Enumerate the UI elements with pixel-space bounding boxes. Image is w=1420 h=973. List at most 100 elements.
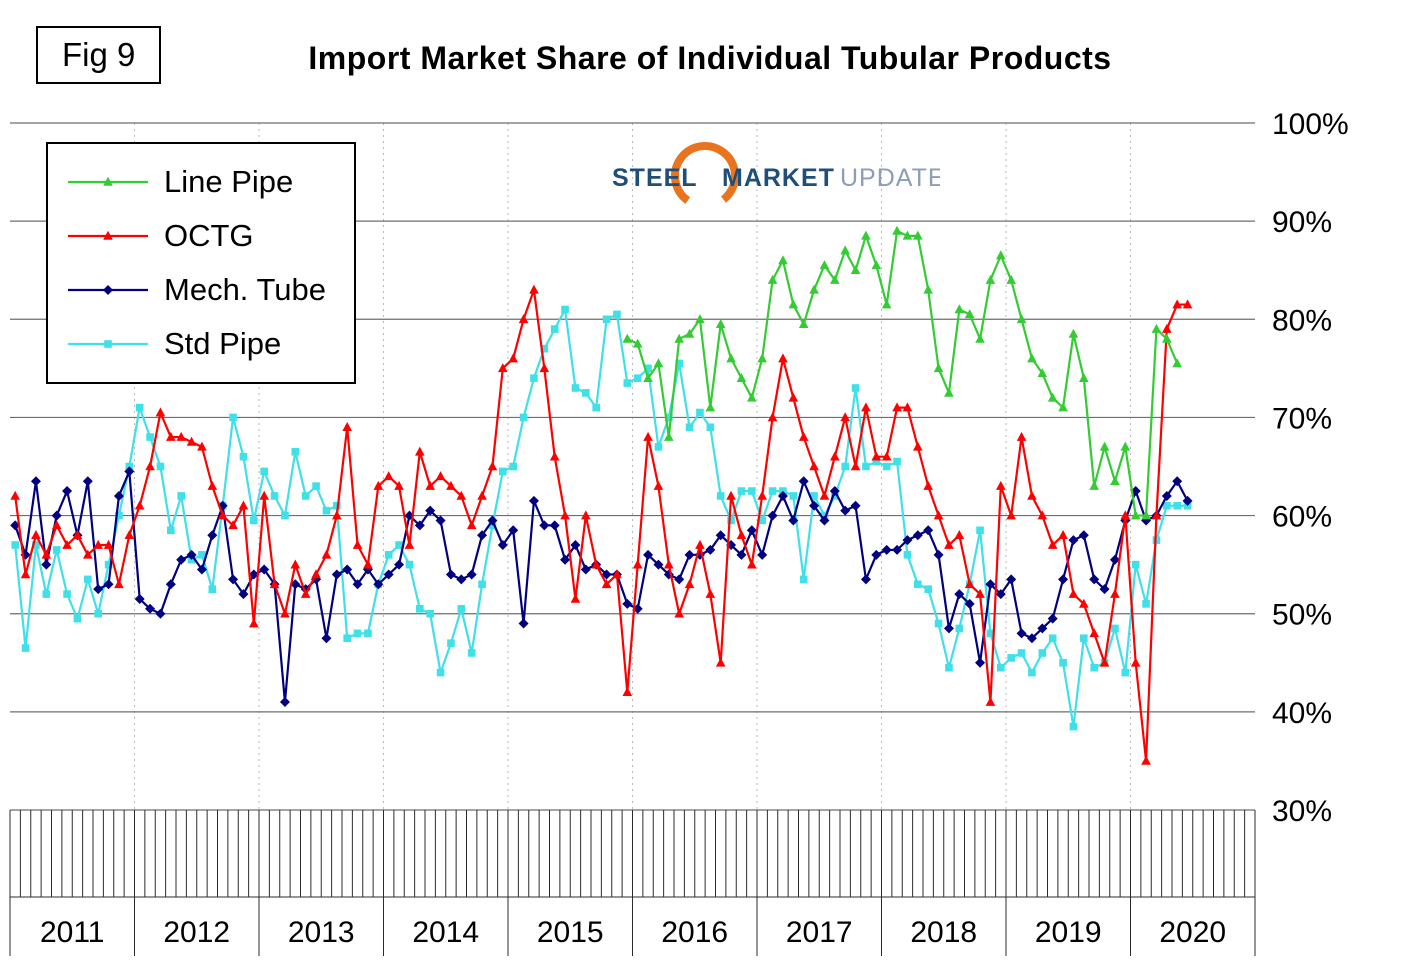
data-point-marker <box>653 480 664 490</box>
data-point-marker <box>549 520 560 531</box>
data-point-marker <box>1027 353 1037 363</box>
data-point-marker <box>632 559 643 569</box>
data-point-marker <box>902 535 913 546</box>
x-axis-year-label: 2013 <box>288 916 355 949</box>
data-point-marker <box>985 696 996 706</box>
smu-logo-canvas: STEEL MARKET UPDATE <box>612 142 945 210</box>
data-point-marker <box>1173 501 1181 510</box>
data-point-marker <box>1162 333 1172 343</box>
data-point-marker <box>499 467 507 476</box>
data-point-marker <box>726 353 736 363</box>
data-point-marker <box>167 526 175 535</box>
legend-label: Std Pipe <box>164 326 282 361</box>
y-axis-tick-label: 70% <box>1272 402 1332 435</box>
data-point-marker <box>352 539 363 549</box>
data-point-marker <box>696 408 704 417</box>
data-point-marker <box>601 569 612 580</box>
data-point-marker <box>664 431 674 441</box>
data-point-marker <box>622 687 633 697</box>
data-point-marker <box>809 284 819 294</box>
data-point-marker <box>529 284 539 294</box>
data-point-marker <box>1109 554 1120 565</box>
data-point-marker <box>197 441 207 451</box>
data-point-marker <box>165 579 176 590</box>
data-point-marker <box>767 274 778 284</box>
data-point-marker <box>840 412 850 422</box>
data-point-marker <box>871 260 882 270</box>
legend-label: Line Pipe <box>164 164 294 199</box>
data-point-marker <box>549 451 560 461</box>
data-point-marker <box>695 539 705 549</box>
data-point-marker <box>281 511 289 520</box>
data-point-marker <box>684 579 695 589</box>
data-point-marker <box>675 359 683 368</box>
data-point-marker <box>643 431 653 441</box>
data-point-marker <box>1017 649 1026 657</box>
data-point-marker <box>260 467 268 476</box>
data-point-marker <box>727 516 735 525</box>
data-point-marker <box>528 495 539 506</box>
data-point-marker <box>113 490 124 501</box>
data-point-marker <box>1172 358 1182 368</box>
legend-marker-triangle-icon <box>68 230 148 240</box>
x-axis-year-label: 2016 <box>661 916 728 949</box>
data-point-marker <box>1130 510 1141 520</box>
data-point-marker <box>414 520 425 531</box>
data-point-marker <box>860 574 871 585</box>
data-point-marker <box>156 462 165 471</box>
data-point-marker <box>134 593 145 604</box>
series-line <box>14 308 1188 728</box>
data-point-marker <box>903 551 912 559</box>
data-point-marker <box>228 574 239 585</box>
data-point-marker <box>902 230 913 240</box>
data-point-marker <box>1130 657 1141 667</box>
data-point-marker <box>653 559 664 570</box>
data-point-marker <box>809 461 819 471</box>
data-point-marker <box>912 530 923 541</box>
data-point-marker <box>602 315 611 324</box>
data-point-marker <box>1028 668 1036 677</box>
data-point-marker <box>416 605 424 613</box>
data-point-marker <box>560 554 571 565</box>
data-point-marker <box>1089 628 1099 638</box>
data-point-marker <box>1016 628 1027 639</box>
data-point-marker <box>924 585 932 593</box>
data-point-marker <box>1182 299 1193 309</box>
data-point-marker <box>633 374 642 382</box>
data-point-marker <box>923 525 934 536</box>
data-point-marker <box>964 579 975 589</box>
data-point-marker <box>103 230 113 240</box>
data-point-marker <box>94 609 102 618</box>
data-point-marker <box>435 471 446 481</box>
data-point-marker <box>331 569 342 580</box>
logo-text-market: MARKET <box>722 164 835 192</box>
data-point-marker <box>290 559 301 569</box>
data-point-marker <box>134 500 145 510</box>
data-point-marker <box>747 392 757 402</box>
data-point-marker <box>342 564 353 575</box>
data-point-marker <box>383 569 394 580</box>
y-axis-tick-label: 40% <box>1272 697 1332 730</box>
data-point-marker <box>1089 480 1099 490</box>
data-point-marker <box>312 482 320 490</box>
data-point-marker <box>1151 510 1162 520</box>
data-point-marker <box>746 525 757 536</box>
data-point-marker <box>1080 634 1088 643</box>
data-point-marker <box>561 305 569 314</box>
data-point-marker <box>364 629 372 638</box>
data-point-marker <box>135 403 144 412</box>
data-point-marker <box>830 451 840 461</box>
data-point-marker <box>757 490 767 500</box>
data-point-marker <box>1047 392 1058 402</box>
data-point-marker <box>623 379 632 387</box>
legend-label: OCTG <box>164 218 254 253</box>
data-point-marker <box>270 492 279 500</box>
data-point-marker <box>747 559 757 569</box>
data-point-marker <box>975 588 985 598</box>
data-point-marker <box>446 480 456 490</box>
data-point-marker <box>83 549 93 559</box>
data-point-marker <box>892 402 902 412</box>
x-axis-year-label: 2014 <box>412 916 479 949</box>
series-mech-tube <box>10 466 1193 708</box>
